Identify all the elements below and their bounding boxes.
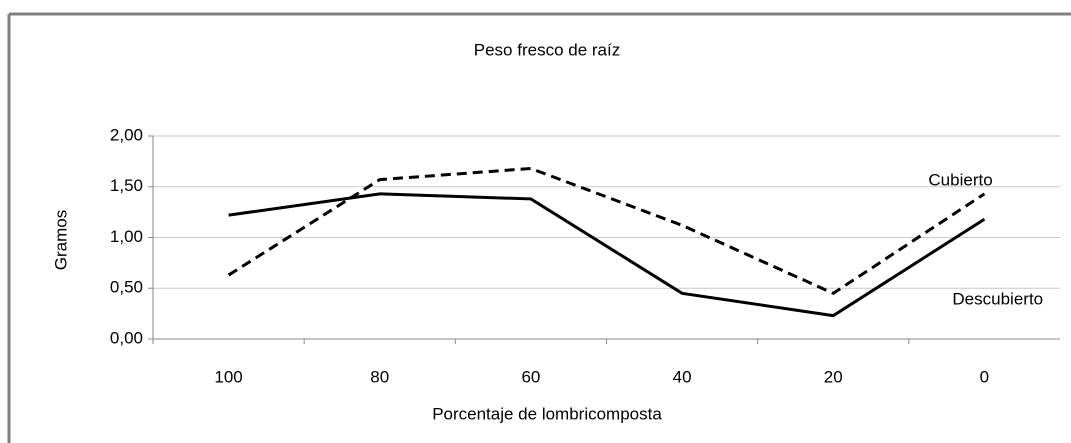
series-label: Descubierto [952,289,1043,308]
series-label: Cubierto [928,170,992,189]
series-line [228,192,986,318]
series-line [227,166,986,296]
chart-title: Peso fresco de raíz [474,40,620,59]
y-tick-label: 2,00 [110,125,143,144]
x-tick-label: 80 [370,367,389,386]
y-tick-label: 0,00 [110,328,143,347]
y-tick-label: 1,50 [110,176,143,195]
x-tick-label: 0 [980,367,989,386]
y-tick-label: 1,00 [110,227,143,246]
y-tick-label: 0,50 [110,278,143,297]
y-axis-label: Gramos [51,210,70,270]
x-tick-label: 40 [673,367,692,386]
x-tick-label: 100 [214,367,242,386]
x-tick-label: 20 [824,367,843,386]
x-axis-label: Porcentaje de lombricomposta [432,404,662,423]
x-tick-label: 60 [521,367,540,386]
